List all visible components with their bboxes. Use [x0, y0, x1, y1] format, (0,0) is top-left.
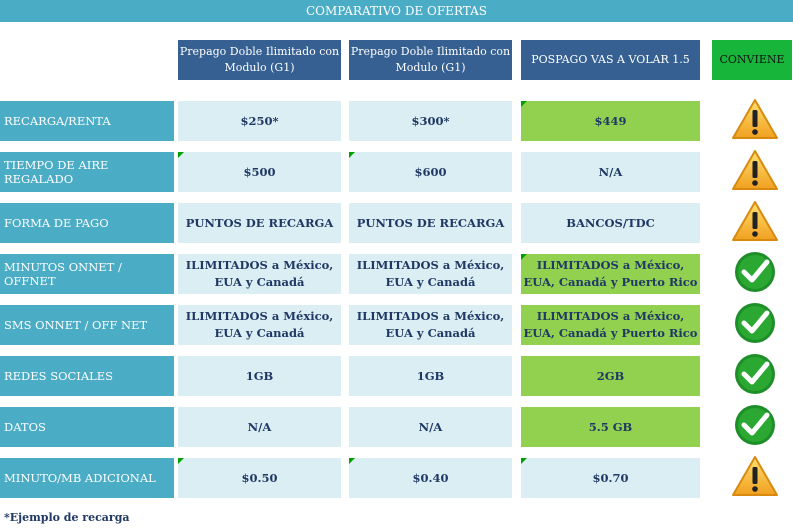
table-cell: PUNTOS DE RECARGA [349, 203, 512, 243]
column-header-prepago-1: Prepago Doble Ilimitado con Modulo (G1) [178, 40, 341, 80]
table-cell: $600 [349, 152, 512, 192]
footnote: *Ejemplo de recarga [4, 511, 130, 524]
check-icon [735, 405, 775, 445]
cell-text: ILIMITADOS a México, EUA, Canadá y Puert… [523, 258, 698, 289]
cell-text: $0.40 [412, 470, 449, 485]
table-cell: 1GB [178, 356, 341, 396]
table-cell-highlight: ILIMITADOS a México, EUA, Canadá y Puert… [521, 254, 700, 294]
table-cell: 1GB [349, 356, 512, 396]
comment-marker-icon [178, 458, 184, 464]
row-label-redes-sociales: REDES SOCIALES [0, 356, 174, 396]
table-cell-highlight: 5.5 GB [521, 407, 700, 447]
cell-text: $0.50 [241, 470, 278, 485]
table-cell-highlight: $449 [521, 101, 700, 141]
table-cell: $0.70 [521, 458, 700, 498]
warning-icon [732, 201, 778, 241]
warning-icon [732, 99, 778, 139]
cell-text: $0.70 [592, 470, 629, 485]
comment-marker-icon [521, 101, 527, 107]
table-cell-highlight: ILIMITADOS a México, EUA, Canadá y Puert… [521, 305, 700, 345]
table-cell: N/A [349, 407, 512, 447]
check-icon [735, 354, 775, 394]
check-icon [735, 252, 775, 292]
table-cell: $500 [178, 152, 341, 192]
row-label-forma-pago: FORMA DE PAGO [0, 203, 174, 243]
check-icon [735, 303, 775, 343]
warning-icon [732, 456, 778, 496]
column-header-pospago: POSPAGO VAS A VOLAR 1.5 [521, 40, 700, 80]
row-label-sms: SMS ONNET / OFF NET [0, 305, 174, 345]
table-title: COMPARATIVO DE OFERTAS [0, 0, 793, 22]
table-cell: $250* [178, 101, 341, 141]
comment-marker-icon [349, 458, 355, 464]
table-cell: BANCOS/TDC [521, 203, 700, 243]
cell-text: $500 [243, 164, 276, 179]
row-label-minuto-mb-adicional: MINUTO/MB ADICIONAL [0, 458, 174, 498]
comment-marker-icon [178, 152, 184, 158]
row-label-tiempo-aire: TIEMPO DE AIRE REGALADO [0, 152, 174, 192]
table-cell: $0.50 [178, 458, 341, 498]
table-cell-highlight: 2GB [521, 356, 700, 396]
row-label-minutos: MINUTOS ONNET / OFFNET [0, 254, 174, 294]
comment-marker-icon [521, 254, 527, 260]
column-header-prepago-2: Prepago Doble Ilimitado con Modulo (G1) [349, 40, 512, 80]
table-cell: N/A [521, 152, 700, 192]
table-cell: ILIMITADOS a México, EUA y Canadá [349, 254, 512, 294]
table-cell: ILIMITADOS a México, EUA y Canadá [349, 305, 512, 345]
table-cell: ILIMITADOS a México, EUA y Canadá [178, 305, 341, 345]
cell-text: $600 [414, 164, 447, 179]
table-cell: N/A [178, 407, 341, 447]
table-cell: PUNTOS DE RECARGA [178, 203, 341, 243]
cell-text: $449 [594, 113, 627, 128]
table-cell: $0.40 [349, 458, 512, 498]
column-header-conviene: CONVIENE [712, 40, 792, 80]
warning-icon [732, 150, 778, 190]
comment-marker-icon [349, 152, 355, 158]
row-label-recarga-renta: RECARGA/RENTA [0, 101, 174, 141]
table-cell: ILIMITADOS a México, EUA y Canadá [178, 254, 341, 294]
table-cell: $300* [349, 101, 512, 141]
row-label-datos: DATOS [0, 407, 174, 447]
comment-marker-icon [521, 458, 527, 464]
